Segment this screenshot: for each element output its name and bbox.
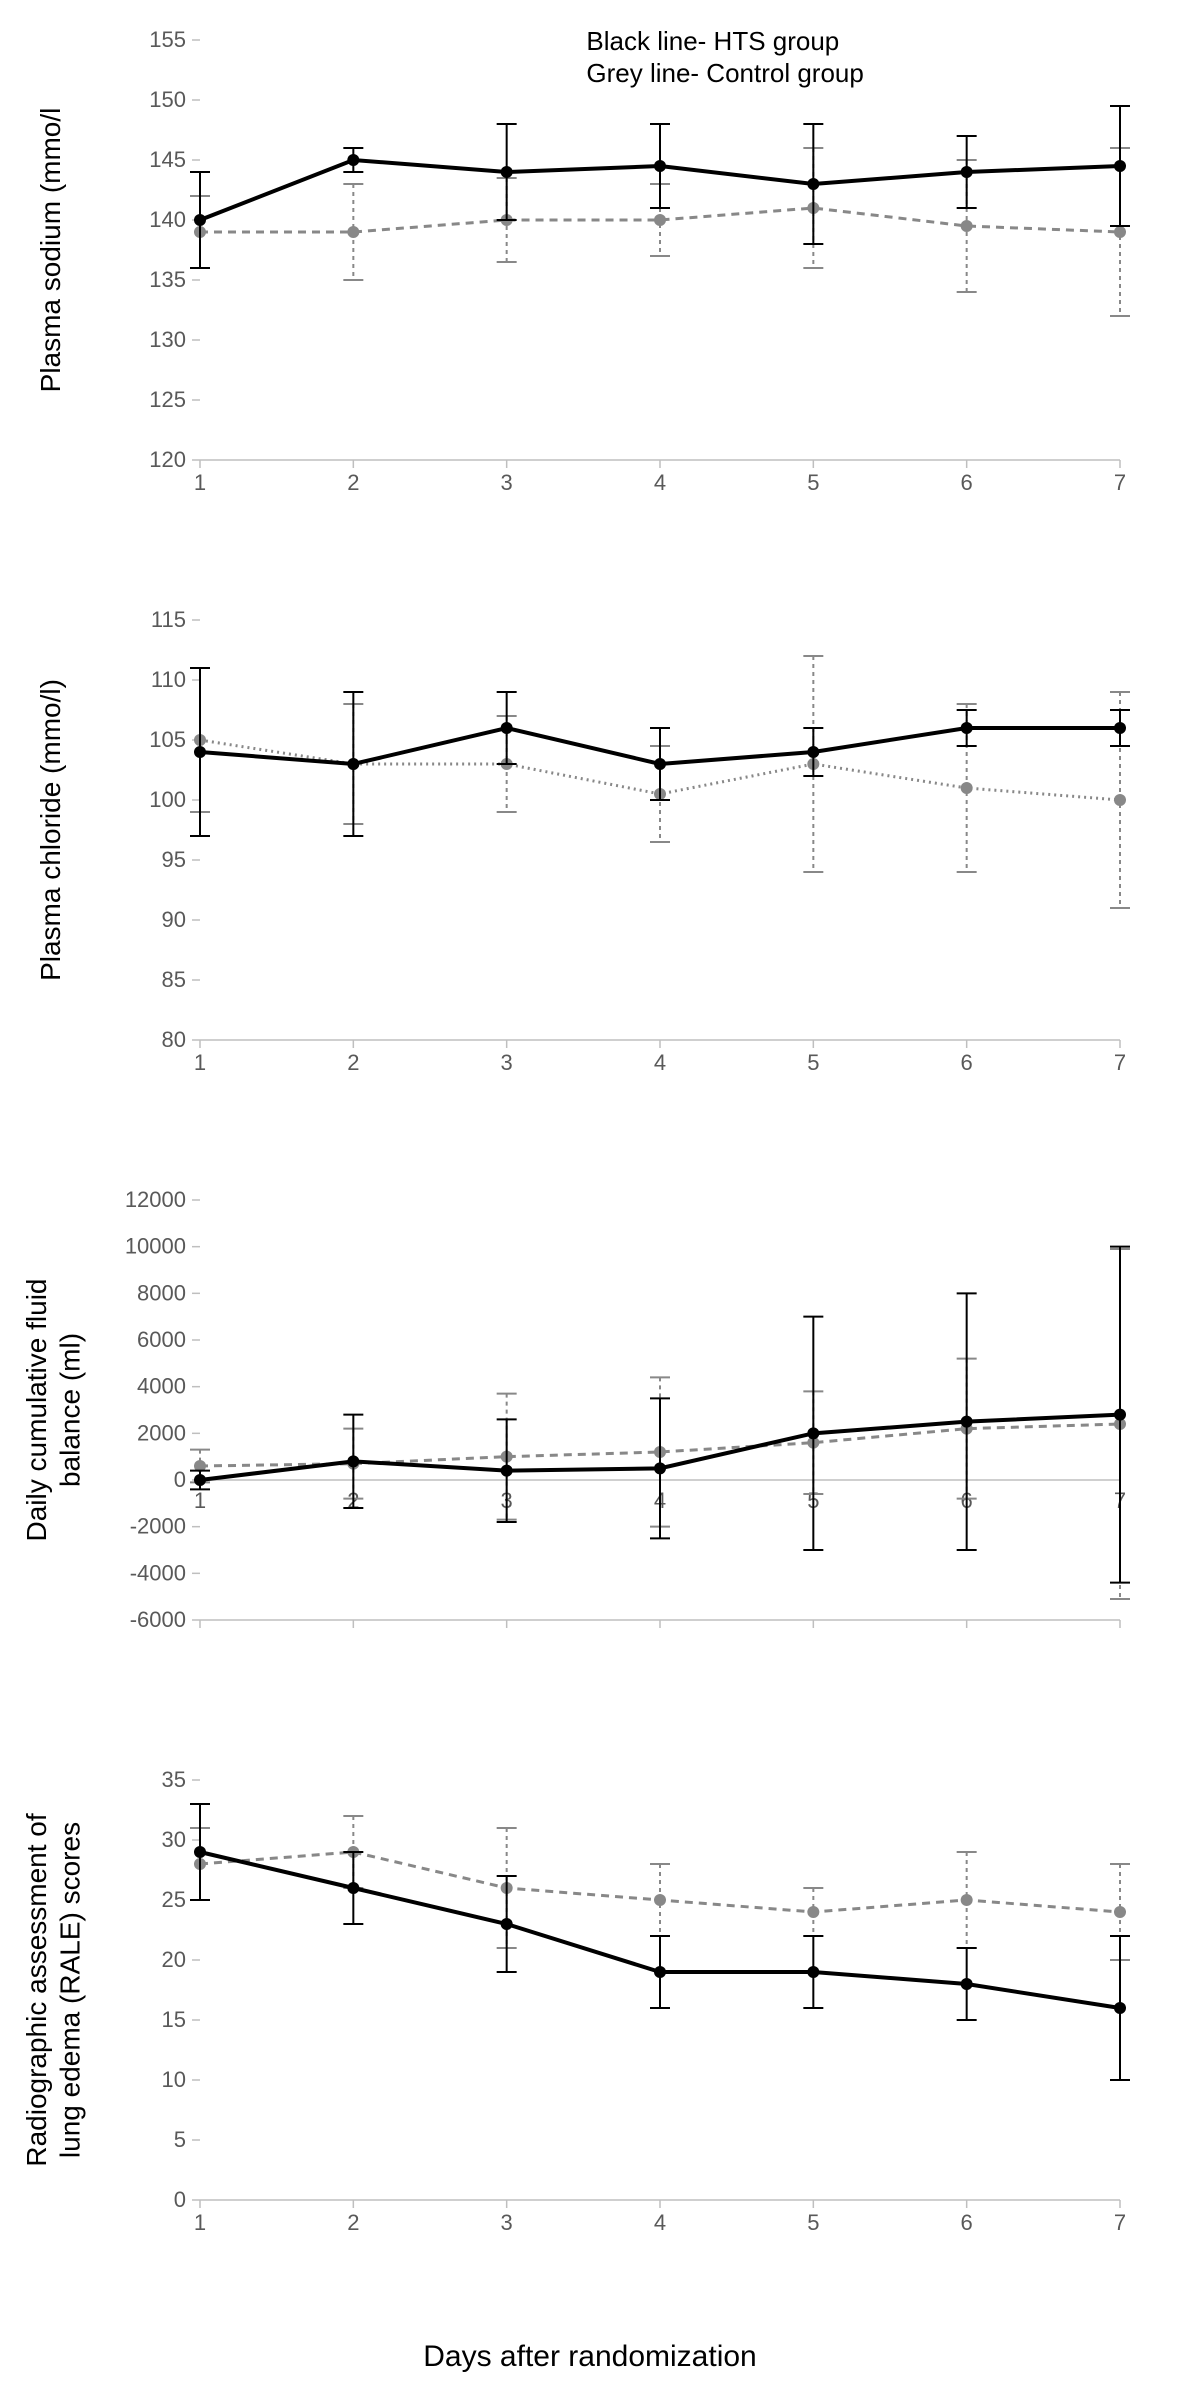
ytick-label: 80	[162, 1027, 186, 1052]
ytick-label: 150	[149, 87, 186, 112]
xtick-label: 1	[194, 1050, 206, 1075]
x-axis-label: Days after randomization	[20, 2340, 1160, 2374]
ytick-label: 2000	[137, 1420, 186, 1445]
ytick-label: -4000	[130, 1560, 186, 1585]
xtick-label: 3	[501, 470, 513, 495]
ytick-label: 95	[162, 847, 186, 872]
ytick-label: 100	[149, 787, 186, 812]
xtick-label: 4	[654, 2210, 666, 2235]
xtick-label: 6	[961, 1050, 973, 1075]
ytick-label: 155	[149, 27, 186, 52]
ytick-label: 15	[162, 2007, 186, 2032]
ytick-label: 25	[162, 1887, 186, 1912]
chart-fluid: -6000 -4000 -2000 0 2000 4000 6000 8000 10000 120…	[20, 1180, 1160, 1720]
xtick-label: 5	[807, 2210, 819, 2235]
panel-rale: 0 5 10 15 20 25 30 35 1 2 3 4 5 6 7 Radiographic assess…	[20, 1760, 1160, 2300]
y-axis-label: Radiographic assessment oflung edema (RA…	[21, 1813, 86, 2167]
ytick-label: 145	[149, 147, 186, 172]
xtick-label: 4	[654, 1050, 666, 1075]
chart-sodium: 120 125 130 135 140 145 150 155 1 2 3 4 5 6 7 Plasma so…	[20, 20, 1160, 560]
ytick-label: 10000	[125, 1234, 186, 1259]
xtick-label: 2	[347, 1050, 359, 1075]
xtick-label: 6	[961, 470, 973, 495]
xtick-label: 5	[807, 1050, 819, 1075]
xtick-label: 6	[961, 2210, 973, 2235]
ytick-label: 110	[151, 667, 186, 692]
ytick-label: -2000	[130, 1514, 186, 1539]
ytick-label: 30	[162, 1827, 186, 1852]
y-axis-label: Plasma chloride (mmo/l)	[35, 679, 66, 981]
legend-line-2: Grey line- Control group	[586, 58, 863, 88]
chart-rale: 0 5 10 15 20 25 30 35 1 2 3 4 5 6 7 Radiographic assess…	[20, 1760, 1160, 2300]
ytick-label: 140	[149, 207, 186, 232]
ytick-label: 5	[174, 2127, 186, 2152]
legend-line-1: Black line- HTS group	[586, 26, 839, 56]
panel-chloride: 80 85 90 95 100 105 110 115 1 2 3 4 5 6 7 Plasma chlori…	[20, 600, 1160, 1140]
y-axis-label: Daily cumulative fluidbalance (ml)	[21, 1279, 86, 1542]
ytick-label: 105	[149, 727, 186, 752]
ytick-label: -6000	[130, 1607, 186, 1632]
xtick-label: 1	[194, 2210, 206, 2235]
xtick-label: 3	[501, 2210, 513, 2235]
ytick-label: 0	[174, 1467, 186, 1492]
ytick-label: 10	[162, 2067, 186, 2092]
xtick-label: 7	[1114, 470, 1126, 495]
ytick-label: 8000	[137, 1280, 186, 1305]
ytick-label: 12000	[125, 1187, 186, 1212]
ytick-label: 0	[174, 2187, 186, 2212]
panel-fluid: -6000 -4000 -2000 0 2000 4000 6000 8000 10000 120…	[20, 1180, 1160, 1720]
xtick-label: 2	[347, 2210, 359, 2235]
ytick-label: 20	[162, 1947, 186, 1972]
xtick-label: 1	[194, 470, 206, 495]
panel-sodium: 120 125 130 135 140 145 150 155 1 2 3 4 5 6 7 Plasma so…	[20, 20, 1160, 560]
ytick-label: 125	[149, 387, 186, 412]
ytick-label: 135	[149, 267, 186, 292]
ytick-label: 115	[151, 607, 186, 632]
ytick-label: 85	[162, 967, 186, 992]
xtick-label: 3	[501, 1050, 513, 1075]
chart-chloride: 80 85 90 95 100 105 110 115 1 2 3 4 5 6 7 Plasma chlori…	[20, 600, 1160, 1140]
ytick-label: 130	[149, 327, 186, 352]
ytick-label: 6000	[137, 1327, 186, 1352]
xtick-label: 4	[654, 470, 666, 495]
ytick-label: 90	[162, 907, 186, 932]
ytick-label: 120	[149, 447, 186, 472]
xtick-label: 1	[194, 1488, 206, 1513]
xtick-label: 5	[807, 470, 819, 495]
xtick-label: 7	[1114, 2210, 1126, 2235]
ytick-label: 35	[162, 1767, 186, 1792]
figure-container: 1201251301351401451501551234567Plasma so…	[20, 20, 1160, 2374]
y-axis-label: Plasma sodium (mmo/l	[35, 108, 66, 393]
xtick-label: 7	[1114, 1050, 1126, 1075]
xtick-label: 2	[347, 470, 359, 495]
ytick-label: 4000	[137, 1374, 186, 1399]
